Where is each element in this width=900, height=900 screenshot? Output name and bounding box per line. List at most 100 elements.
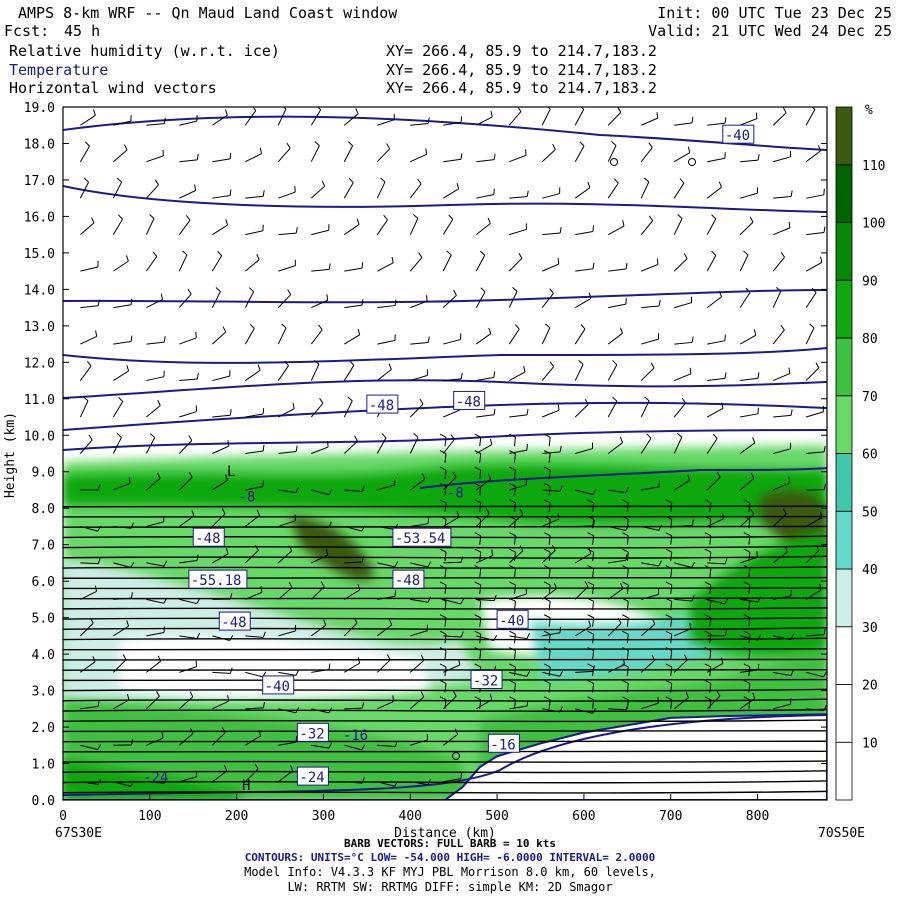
wind-barb: [575, 707, 597, 714]
wind-barb: [673, 692, 689, 710]
wind-barb: [344, 262, 364, 272]
wind-barb: [665, 630, 672, 635]
wind-barb: [439, 679, 447, 684]
wind-barb: [772, 107, 787, 126]
wind-barb: [376, 654, 391, 673]
wind-barb: [474, 515, 481, 520]
wind-barb: [608, 487, 629, 494]
wind-barb: [773, 442, 792, 454]
wind-barb: [640, 215, 654, 235]
wind-barb: [673, 214, 683, 235]
wind-barb: [622, 647, 629, 652]
colorbar-swatch: [835, 164, 853, 223]
wind-barb: [587, 515, 594, 520]
wind-barb: [310, 398, 324, 418]
wind-barb: [244, 763, 259, 783]
wind-barb: [805, 544, 820, 564]
wind-barb: [608, 298, 627, 309]
wind-barb: [444, 519, 447, 529]
wind-barb: [410, 117, 430, 126]
wind-barb: [665, 581, 672, 586]
wind-barb: [574, 360, 584, 381]
wind-barb: [178, 250, 188, 272]
wind-barb: [146, 515, 165, 527]
wind-barb: [772, 476, 791, 491]
calm-wind-circle: [452, 752, 460, 760]
wind-barb: [622, 581, 629, 586]
wind-barb: [476, 408, 496, 418]
wind-barb: [311, 263, 331, 272]
wind-barb: [475, 287, 486, 308]
contour-label: -55.18: [188, 569, 248, 589]
y-tick-label: 10.0: [24, 429, 55, 444]
wind-barb: [543, 614, 551, 619]
barb-legend: BARB VECTORS: FULL BARB = 10 kts: [344, 837, 556, 850]
wind-barb: [409, 432, 419, 454]
wind-barb: [542, 513, 560, 527]
wind-barb: [772, 324, 785, 345]
wind-barb: [113, 477, 131, 491]
wind-barb: [739, 250, 749, 272]
wind-barb: [543, 433, 551, 438]
wind-barb: [376, 433, 387, 454]
wind-barb: [212, 219, 229, 236]
y-tick-label: 11.0: [24, 393, 55, 408]
wind-barb: [608, 658, 625, 673]
wind-barb: [179, 184, 197, 199]
svg-text:-8: -8: [447, 486, 464, 502]
wind-barb: [444, 650, 447, 660]
wind-barb: [622, 696, 629, 701]
wind-barb: [410, 295, 428, 309]
wind-barb: [474, 581, 481, 586]
wind-barb: [592, 634, 595, 644]
wind-barb: [509, 670, 531, 677]
wind-barb: [509, 223, 527, 236]
y-tick-label: 12.0: [24, 356, 55, 371]
wind-barb: [587, 548, 594, 553]
wind-barb: [674, 622, 692, 637]
wind-barb: [311, 224, 330, 236]
wind-barb: [439, 466, 447, 471]
wind-barb: [344, 777, 365, 784]
wind-barb: [443, 372, 463, 382]
wind-barb: [706, 250, 717, 272]
fcst-value: 45 h: [64, 22, 101, 40]
wind-streak: [63, 750, 827, 753]
wind-barb: [277, 142, 291, 163]
wind-barb: [80, 299, 100, 309]
wind-barb: [748, 535, 751, 545]
wind-barb: [509, 408, 529, 418]
wind-barb: [513, 650, 516, 660]
wind-barb: [277, 545, 293, 564]
wind-barb: [640, 177, 650, 199]
wind-barb: [439, 696, 447, 701]
contour-label: -16: [343, 728, 368, 744]
wind-barb: [640, 396, 650, 418]
wind-barb: [145, 690, 160, 710]
wind-barb: [739, 329, 757, 345]
wind-barb: [626, 617, 629, 627]
wind-streak: [63, 545, 827, 549]
y-tick-label: 1.0: [32, 758, 55, 773]
wind-barb: [113, 693, 130, 710]
wind-streak: [63, 770, 827, 774]
wind-barb: [444, 453, 447, 463]
x-tick-label: 600: [572, 809, 595, 824]
wind-barb: [607, 141, 617, 162]
wind-barb: [79, 177, 90, 199]
wind-barb: [707, 117, 727, 126]
wind-barb: [509, 190, 529, 199]
wind-barb: [474, 532, 481, 537]
contour-label: -48: [453, 390, 486, 410]
wind-barb: [80, 260, 99, 272]
wind-barb: [278, 186, 296, 199]
wind-barb: [665, 647, 672, 652]
wind-barb: [805, 323, 815, 345]
wind-barb: [622, 548, 629, 553]
wind-barb: [212, 152, 232, 163]
wind-barb: [772, 251, 785, 272]
plot-frame: [62, 106, 828, 801]
wind-barb: [344, 328, 361, 345]
wind-streak: [63, 597, 827, 600]
wind-barb: [543, 663, 551, 668]
